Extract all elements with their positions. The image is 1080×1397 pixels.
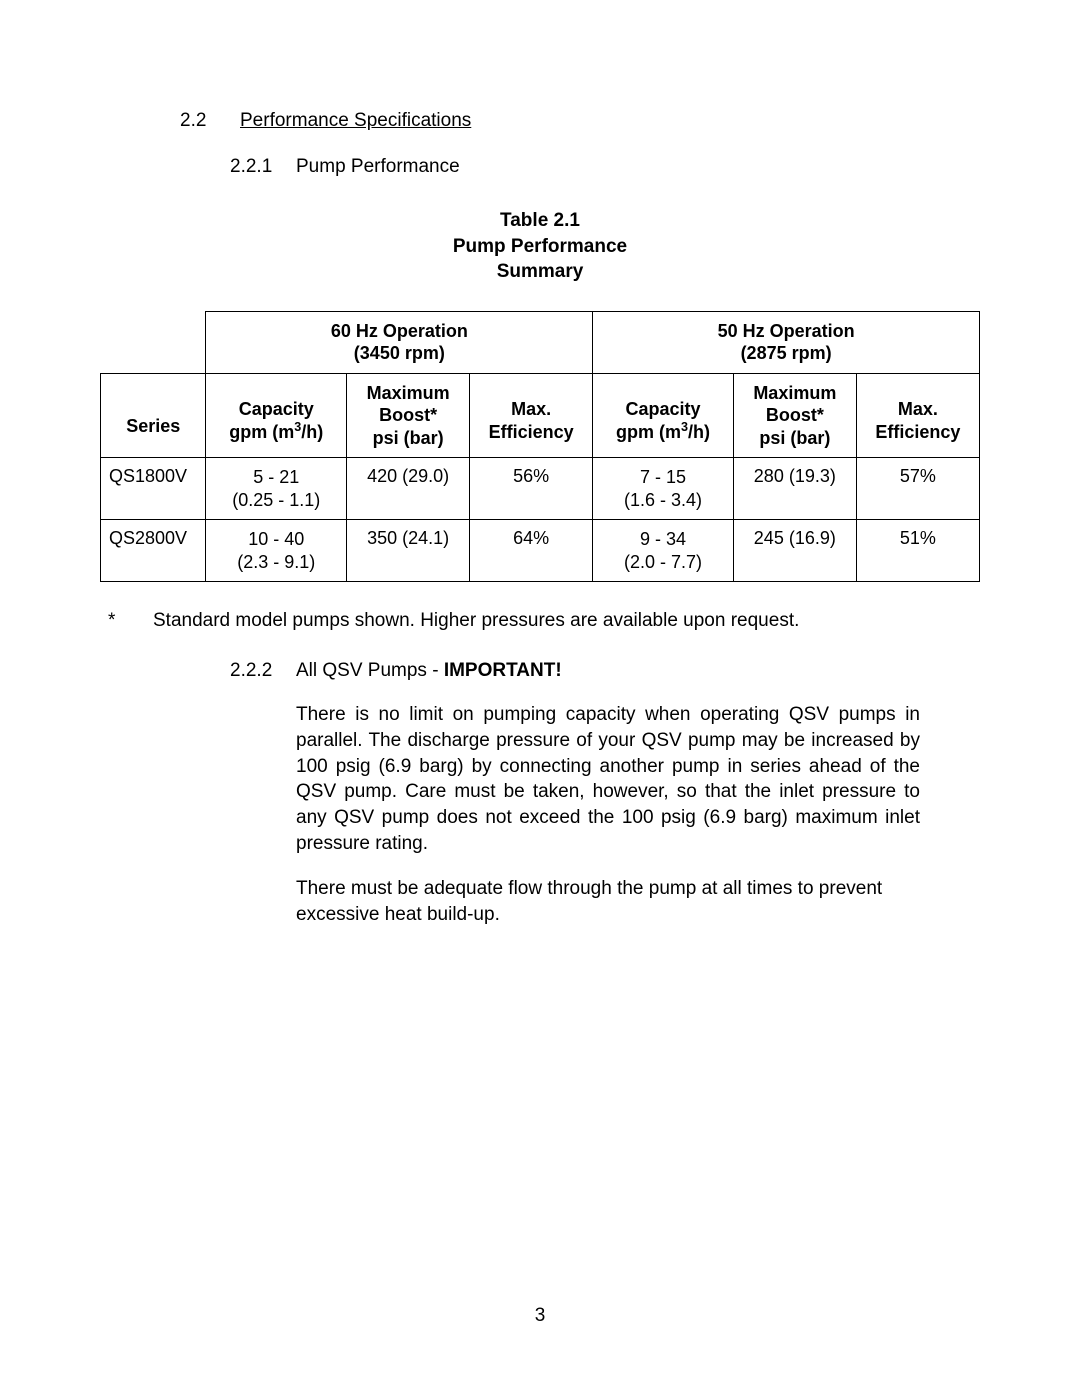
header-text: (2875 rpm): [599, 342, 973, 365]
important-label: IMPORTANT!: [444, 660, 562, 681]
col-series: Series: [101, 373, 206, 458]
cell-cap50: 7 - 15(1.6 - 3.4): [593, 458, 734, 520]
col-capacity-50: Capacity gpm (m3/h): [593, 373, 734, 458]
header-text: 50 Hz Operation: [599, 320, 973, 343]
header-text: 60 Hz Operation: [212, 320, 586, 343]
table-header-blank: [101, 311, 206, 373]
table-caption: Table 2.1 Pump Performance Summary: [100, 208, 980, 285]
header-text: Max.: [476, 398, 586, 421]
subsection-heading: 2.2.2 All QSV Pumps - IMPORTANT!: [230, 660, 980, 682]
col-eff-50: Max. Efficiency: [856, 373, 979, 458]
cell-eff50: 57%: [856, 458, 979, 520]
table-footnote: * Standard model pumps shown. Higher pre…: [100, 610, 980, 632]
header-text: Maximum: [353, 382, 463, 405]
header-text: Maximum: [740, 382, 850, 405]
cell-eff50: 51%: [856, 520, 979, 582]
cell-cap60: 5 - 21(0.25 - 1.1): [206, 458, 347, 520]
paragraph: There is no limit on pumping capacity wh…: [296, 702, 920, 856]
table-header-50hz: 50 Hz Operation (2875 rpm): [593, 311, 980, 373]
cell-boost50: 245 (16.9): [733, 520, 856, 582]
cell-eff60: 56%: [470, 458, 593, 520]
performance-table: 60 Hz Operation (3450 rpm) 50 Hz Operati…: [100, 311, 980, 583]
page-number: 3: [0, 1305, 1080, 1327]
header-text: (3450 rpm): [212, 342, 586, 365]
table-row: QS1800V 5 - 21(0.25 - 1.1) 420 (29.0) 56…: [101, 458, 980, 520]
cell-series: QS1800V: [101, 458, 206, 520]
header-text: Capacity: [212, 398, 340, 421]
col-boost-60: Maximum Boost* psi (bar): [347, 373, 470, 458]
col-boost-50: Maximum Boost* psi (bar): [733, 373, 856, 458]
table-caption-line: Pump Performance: [100, 234, 980, 260]
table-header-row: 60 Hz Operation (3450 rpm) 50 Hz Operati…: [101, 311, 980, 373]
subsection-number: 2.2.1: [230, 156, 296, 178]
paragraph: There must be adequate flow through the …: [296, 876, 920, 927]
cell-cap50: 9 - 34(2.0 - 7.7): [593, 520, 734, 582]
cell-boost60: 350 (24.1): [347, 520, 470, 582]
table-caption-line: Summary: [100, 259, 980, 285]
subsection-number: 2.2.2: [230, 660, 296, 682]
cell-series: QS2800V: [101, 520, 206, 582]
table-row: QS2800V 10 - 40(2.3 - 9.1) 350 (24.1) 64…: [101, 520, 980, 582]
section-title: Performance Specifications: [240, 110, 471, 132]
footnote-mark: *: [100, 610, 153, 632]
section-heading: 2.2 Performance Specifications: [180, 110, 980, 132]
header-text: Max.: [863, 398, 973, 421]
table-caption-line: Table 2.1: [100, 208, 980, 234]
cell-boost60: 420 (29.0): [347, 458, 470, 520]
header-text: psi (bar): [740, 427, 850, 450]
col-capacity-60: Capacity gpm (m3/h): [206, 373, 347, 458]
subsection-heading: 2.2.1 Pump Performance: [230, 156, 980, 178]
footnote-text: Standard model pumps shown. Higher press…: [153, 610, 799, 632]
header-text: Efficiency: [863, 421, 973, 444]
header-text: Boost*: [353, 404, 463, 427]
header-text: Series: [107, 394, 199, 437]
header-text: gpm (m3/h): [599, 420, 727, 444]
header-text: gpm (m3/h): [212, 420, 340, 444]
header-text: Efficiency: [476, 421, 586, 444]
table-subheader-row: Series Capacity gpm (m3/h) Maximum Boost…: [101, 373, 980, 458]
cell-cap60: 10 - 40(2.3 - 9.1): [206, 520, 347, 582]
header-text: psi (bar): [353, 427, 463, 450]
document-page: 2.2 Performance Specifications 2.2.1 Pum…: [0, 0, 1080, 1397]
cell-eff60: 64%: [470, 520, 593, 582]
section-number: 2.2: [180, 110, 240, 132]
col-eff-60: Max. Efficiency: [470, 373, 593, 458]
subsection-title: Pump Performance: [296, 156, 460, 178]
subsection-title: All QSV Pumps - IMPORTANT!: [296, 660, 562, 682]
header-text: Boost*: [740, 404, 850, 427]
table-header-60hz: 60 Hz Operation (3450 rpm): [206, 311, 593, 373]
cell-boost50: 280 (19.3): [733, 458, 856, 520]
header-text: Capacity: [599, 398, 727, 421]
